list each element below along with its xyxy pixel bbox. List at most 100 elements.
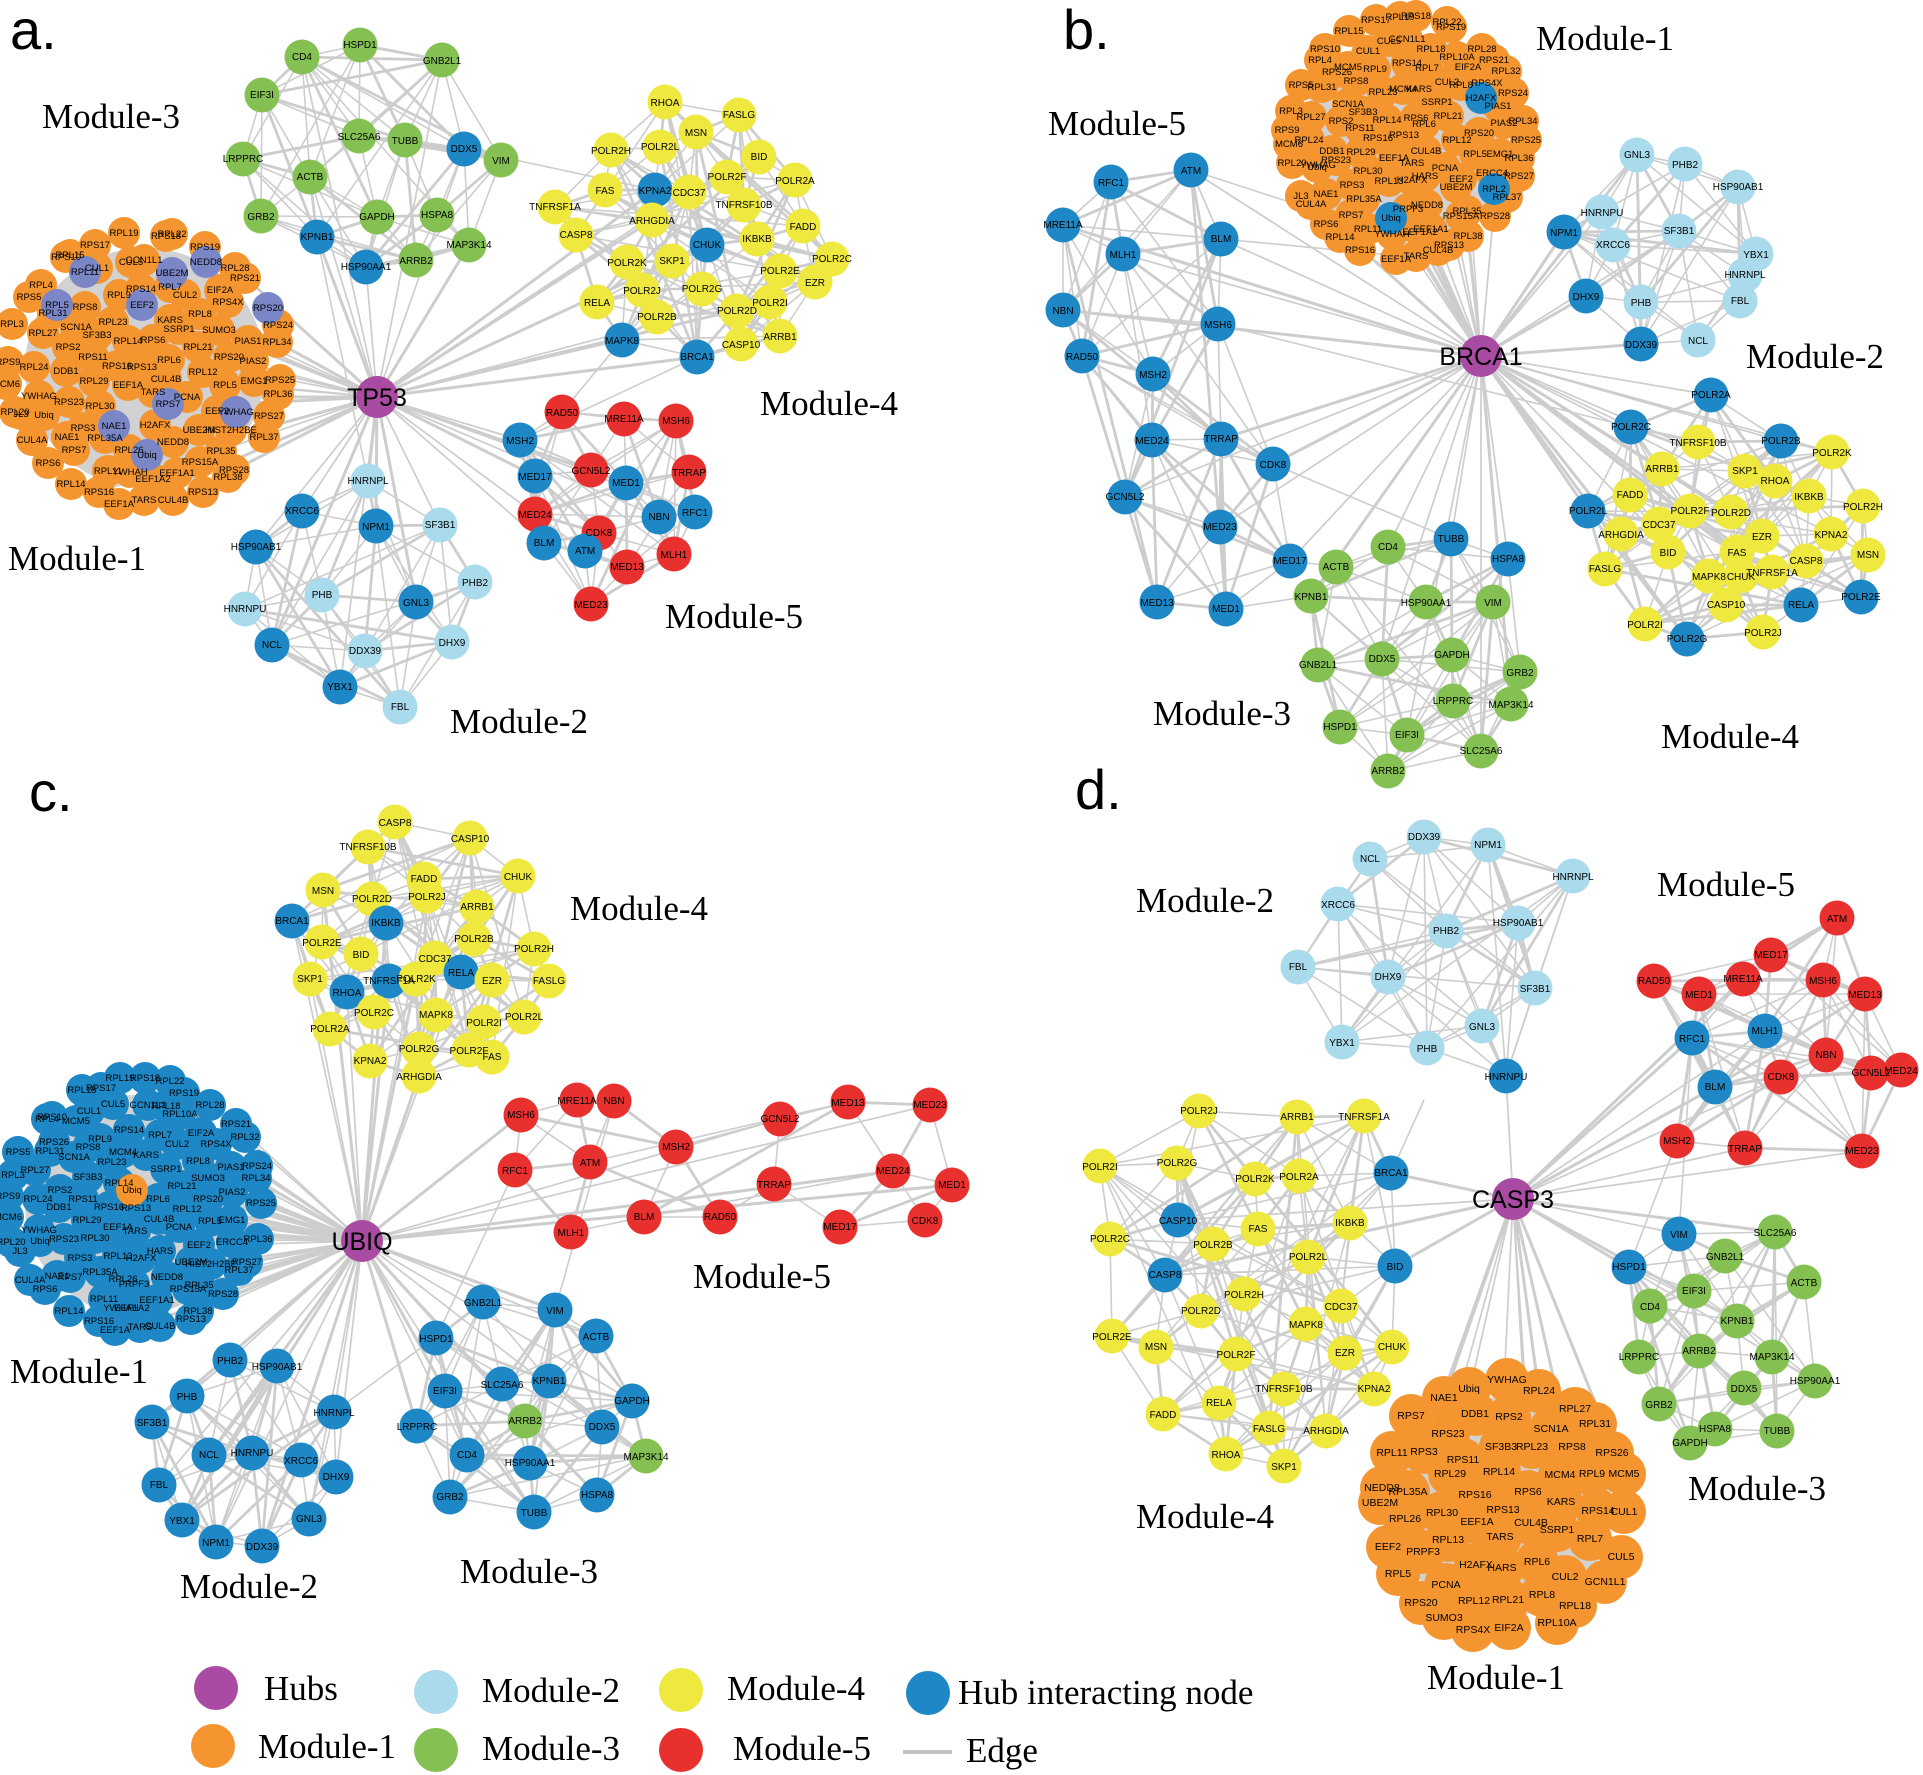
svg-text:RPL22: RPL22 (155, 1076, 184, 1087)
svg-text:TARS: TARS (1486, 1531, 1513, 1543)
svg-text:SSRP1: SSRP1 (163, 324, 194, 335)
svg-text:CUL4B: CUL4B (158, 495, 189, 506)
svg-text:RPL21: RPL21 (167, 1181, 196, 1192)
svg-text:RPS11: RPS11 (68, 1194, 97, 1205)
svg-text:RPL8: RPL8 (1529, 1589, 1555, 1601)
svg-text:POLR2A: POLR2A (310, 1024, 350, 1035)
svg-text:RPL35A: RPL35A (87, 433, 123, 444)
svg-text:Module-1: Module-1 (1427, 1658, 1565, 1697)
svg-text:RPL38: RPL38 (1453, 231, 1482, 242)
svg-text:RPS7: RPS7 (1397, 1410, 1425, 1422)
svg-text:RPL14: RPL14 (113, 336, 142, 347)
svg-text:FASLG: FASLG (723, 110, 755, 121)
svg-text:CASP10: CASP10 (1159, 1216, 1198, 1227)
svg-text:XRCC6: XRCC6 (1321, 900, 1355, 911)
svg-text:RPS10: RPS10 (37, 1112, 67, 1123)
svg-text:Module-3: Module-3 (42, 97, 180, 136)
svg-text:RPS20: RPS20 (214, 352, 244, 363)
svg-text:CDC37: CDC37 (1325, 1302, 1358, 1313)
svg-text:POLR2H: POLR2H (591, 146, 631, 157)
svg-text:EEF1A: EEF1A (100, 1325, 131, 1336)
svg-text:RPS6: RPS6 (1404, 113, 1429, 124)
svg-text:MCM5: MCM5 (62, 1116, 90, 1127)
svg-text:SF3B1: SF3B1 (425, 520, 456, 531)
svg-text:MED13: MED13 (1848, 990, 1882, 1001)
svg-text:BRCA1: BRCA1 (1374, 1168, 1408, 1179)
svg-text:RPS24: RPS24 (263, 320, 293, 331)
svg-text:RPL18: RPL18 (1416, 44, 1445, 55)
svg-text:RAD50: RAD50 (1066, 352, 1099, 363)
svg-text:ATM: ATM (1827, 914, 1847, 925)
svg-text:NBN: NBN (1052, 306, 1073, 317)
svg-text:RPL14: RPL14 (54, 1306, 83, 1317)
svg-text:ATM: ATM (580, 1158, 600, 1169)
svg-text:RPS7: RPS7 (58, 1272, 83, 1283)
svg-text:FBL: FBL (1289, 962, 1308, 973)
svg-text:EEF1A: EEF1A (1381, 254, 1412, 265)
svg-text:H2AFX: H2AFX (1397, 175, 1428, 186)
svg-text:RPS16: RPS16 (84, 1316, 114, 1327)
svg-text:CDC37: CDC37 (673, 188, 706, 199)
svg-text:NAE1: NAE1 (55, 432, 80, 443)
svg-text:RPS9: RPS9 (0, 1191, 20, 1202)
svg-text:RPS2: RPS2 (56, 342, 81, 353)
svg-text:EEF1A: EEF1A (113, 380, 144, 391)
svg-text:RPL9: RPL9 (88, 1134, 112, 1145)
svg-text:MSH6: MSH6 (1809, 976, 1837, 987)
svg-text:JL3: JL3 (12, 1246, 27, 1257)
svg-text:RHOA: RHOA (651, 98, 680, 109)
svg-text:YWHAG: YWHAG (21, 1225, 57, 1236)
svg-text:POLR2B: POLR2B (454, 934, 494, 945)
svg-text:FBL: FBL (1731, 296, 1750, 307)
svg-text:MLH1: MLH1 (1110, 250, 1137, 261)
svg-text:RPS14: RPS14 (126, 284, 156, 295)
svg-text:EEF1A2: EEF1A2 (1402, 227, 1437, 238)
svg-text:RPL30: RPL30 (1426, 1507, 1458, 1519)
svg-text:RPL31: RPL31 (1579, 1418, 1611, 1430)
svg-text:POLR2F: POLR2F (1217, 1350, 1256, 1361)
svg-text:CASP10: CASP10 (1707, 600, 1746, 611)
svg-text:RPS21: RPS21 (221, 1119, 251, 1130)
svg-text:RPL12: RPL12 (188, 367, 217, 378)
svg-text:YBX1: YBX1 (1743, 250, 1769, 261)
svg-text:EIF3I: EIF3I (250, 90, 274, 101)
svg-text:POLR2C: POLR2C (354, 1008, 394, 1019)
svg-text:EIF2A: EIF2A (188, 1128, 215, 1139)
svg-text:PHB2: PHB2 (1433, 926, 1460, 937)
svg-text:RPL35: RPL35 (206, 446, 235, 457)
svg-text:Module-3: Module-3 (1688, 1469, 1826, 1508)
svg-text:CUL4A: CUL4A (1296, 199, 1327, 210)
svg-text:RPL19: RPL19 (109, 228, 138, 239)
svg-text:MED13: MED13 (1140, 598, 1174, 609)
svg-text:RPS11: RPS11 (1345, 123, 1374, 134)
svg-text:HARS: HARS (1412, 171, 1438, 182)
svg-text:CUL2: CUL2 (173, 290, 197, 301)
svg-text:RPS18: RPS18 (1401, 11, 1431, 22)
svg-text:SLC25A6: SLC25A6 (1754, 1228, 1797, 1239)
svg-text:MCM4: MCM4 (109, 1147, 137, 1158)
svg-text:FAS: FAS (596, 186, 615, 197)
svg-text:RPL24: RPL24 (23, 1194, 52, 1205)
svg-text:RPS27: RPS27 (254, 411, 284, 422)
svg-text:c.: c. (29, 760, 73, 823)
svg-text:NEDD8: NEDD8 (1411, 200, 1443, 211)
svg-text:CUL1: CUL1 (85, 263, 109, 274)
svg-text:HSPD1: HSPD1 (1612, 1262, 1646, 1273)
svg-text:RPL13: RPL13 (1432, 1534, 1464, 1546)
svg-text:MAP3K14: MAP3K14 (623, 1452, 668, 1463)
svg-text:TRRAP: TRRAP (1728, 1144, 1762, 1155)
svg-text:RELA: RELA (1206, 1398, 1232, 1409)
svg-text:XRCC6: XRCC6 (285, 506, 319, 517)
svg-text:EIF2A: EIF2A (1494, 1622, 1523, 1634)
svg-text:RPS2: RPS2 (1329, 116, 1354, 127)
svg-text:Module-2: Module-2 (180, 1567, 318, 1606)
svg-text:MED17: MED17 (518, 472, 552, 483)
svg-text:DDX39: DDX39 (1625, 340, 1658, 351)
svg-text:SKP1: SKP1 (297, 974, 323, 985)
svg-text:RPS16: RPS16 (102, 361, 132, 372)
svg-text:CASP8: CASP8 (379, 818, 412, 829)
svg-text:UBIQ: UBIQ (331, 1228, 392, 1256)
svg-text:HNRNPL: HNRNPL (1552, 872, 1594, 883)
svg-text:RPL29: RPL29 (1434, 1468, 1466, 1480)
svg-text:POLR2E: POLR2E (760, 266, 800, 277)
